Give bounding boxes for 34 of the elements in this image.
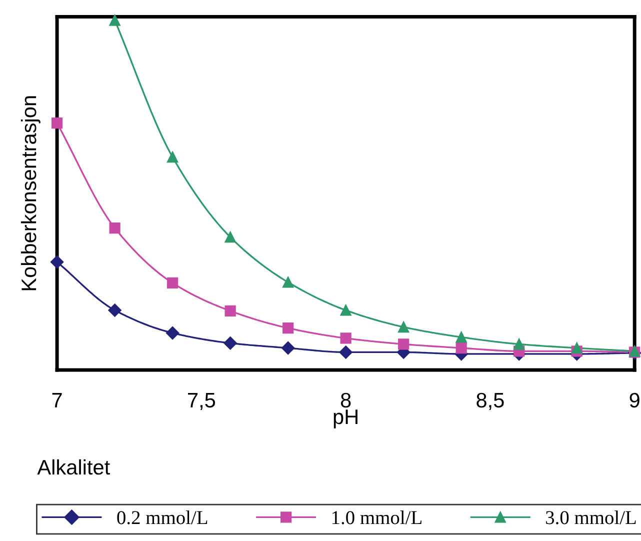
point	[340, 332, 352, 344]
x-tick-label: 9	[630, 392, 640, 408]
y-axis-title: Kobberkonsentrasjon	[20, 96, 40, 290]
point	[282, 322, 294, 334]
point	[456, 342, 467, 354]
legend-label: 1.0 mmol/L	[332, 510, 422, 524]
point	[398, 321, 410, 333]
point	[50, 255, 64, 269]
point	[167, 277, 178, 289]
x-tick-label: 8,5	[476, 392, 504, 410]
point	[109, 14, 120, 26]
point	[456, 332, 467, 343]
x-tick-label: 8	[340, 392, 351, 408]
point	[281, 341, 295, 355]
legend-label: 3.0 mmol/L	[546, 510, 636, 524]
point	[398, 338, 410, 350]
point	[51, 118, 63, 129]
x-tick-label: 7,5	[188, 393, 216, 410]
x-axis-title: pH	[334, 410, 358, 428]
point	[166, 326, 180, 340]
point	[224, 305, 236, 316]
point	[109, 222, 120, 234]
point	[167, 151, 178, 163]
point	[282, 276, 294, 288]
point	[108, 304, 122, 317]
point	[514, 338, 525, 350]
point	[224, 232, 236, 243]
legend-title: Alkalitet	[37, 459, 110, 475]
point	[340, 304, 352, 316]
point	[339, 346, 352, 359]
point	[571, 342, 582, 354]
legend-label: 0.2 mmol/L	[117, 510, 208, 524]
x-tick-label: 7	[52, 393, 62, 408]
point	[224, 336, 237, 350]
